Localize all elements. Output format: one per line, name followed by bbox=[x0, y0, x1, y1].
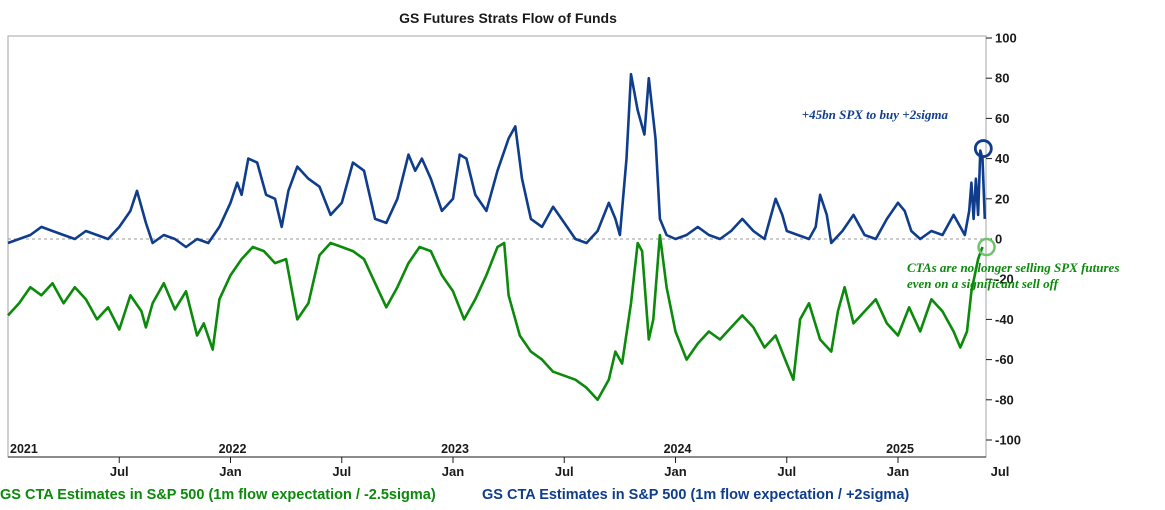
series-line-2sigma bbox=[7, 72, 987, 249]
annotations: +45bn SPX to buy +2sigma CTAs are no long… bbox=[802, 107, 1120, 291]
x-axis: Jul Jan Jul Jan Jul Jan Jul Jan Jul 2021 2022 2023 2… bbox=[8, 442, 1009, 479]
y-tick-label: 40 bbox=[995, 151, 1009, 166]
annotation-sell-off: even on a significant sell off bbox=[907, 276, 1060, 291]
y-tick-label: 60 bbox=[995, 111, 1009, 126]
y-tick-label: -100 bbox=[995, 433, 1021, 448]
x-tick-label: Jul bbox=[777, 464, 796, 479]
x-year-label: 2024 bbox=[664, 442, 692, 456]
y-tick-label: 20 bbox=[995, 191, 1009, 206]
series-line-2.5sigma bbox=[7, 233, 984, 402]
x-tick-label: Jan bbox=[442, 464, 464, 479]
x-tick-label: Jul bbox=[991, 464, 1010, 479]
x-year-label: 2023 bbox=[441, 442, 469, 456]
chart-title: GS Futures Strats Flow of Funds bbox=[399, 10, 617, 26]
x-tick-label: Jan bbox=[887, 464, 909, 479]
y-tick-label: 80 bbox=[995, 71, 1009, 86]
y-tick-label: -40 bbox=[995, 312, 1014, 327]
annotation-no-selling: CTAs are no longer selling SPX futures bbox=[907, 260, 1119, 275]
y-tick-label: 0 bbox=[995, 232, 1002, 247]
x-year-label: 2025 bbox=[886, 442, 914, 456]
y-tick-label: -20 bbox=[995, 272, 1014, 287]
annotation-buy: +45bn SPX to buy +2sigma bbox=[802, 107, 949, 122]
x-year-label: 2022 bbox=[219, 442, 247, 456]
legend-entry-2sigma: GS CTA Estimates in S&P 500 (1m flow exp… bbox=[482, 487, 909, 503]
x-tick-label: Jul bbox=[110, 464, 129, 479]
y-axis: 100 80 60 40 20 0 -20 -40 -60 -80 -100 bbox=[986, 31, 1021, 448]
highlight-circle-2sigma bbox=[973, 139, 993, 158]
legend-entry-2.5sigma: GS CTA Estimates in S&P 500 (1m flow exp… bbox=[0, 487, 436, 503]
y-tick-label: -60 bbox=[995, 352, 1014, 367]
x-tick-label: Jan bbox=[219, 464, 241, 479]
x-tick-label: Jul bbox=[555, 464, 574, 479]
highlight-circle-2.5sigma bbox=[977, 237, 996, 257]
y-tick-label: 100 bbox=[995, 31, 1017, 46]
x-year-label: 2021 bbox=[10, 442, 38, 456]
series-group bbox=[7, 72, 987, 402]
x-tick-label: Jan bbox=[664, 464, 686, 479]
legend: GS CTA Estimates in S&P 500 (1m flow exp… bbox=[0, 487, 909, 503]
y-tick-label: -80 bbox=[995, 392, 1014, 407]
x-tick-label: Jul bbox=[332, 464, 351, 479]
